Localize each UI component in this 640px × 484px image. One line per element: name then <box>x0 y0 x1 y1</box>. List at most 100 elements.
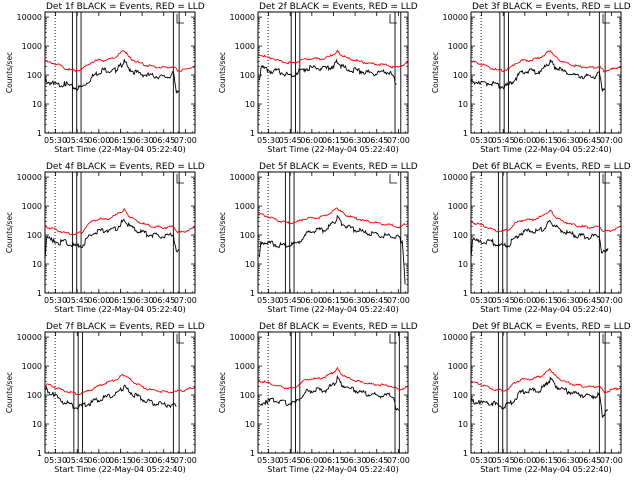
chart-panel: Det 5f BLACK = Events, RED = LLD 1 10 100 10… <box>218 162 418 314</box>
series-events-line <box>471 377 609 419</box>
corner-bracket <box>602 334 610 344</box>
y-tick-label: 100 <box>240 71 255 80</box>
y-tick-label: 100 <box>27 71 42 80</box>
x-axis-label: Start Time (22-May-04 05:22:40) <box>480 465 611 474</box>
x-tick-label: 07:00 <box>174 136 197 145</box>
x-tick-label: 06:45 <box>365 296 388 305</box>
x-tick-label: 06:30 <box>344 456 367 465</box>
x-tick-label: 06:45 <box>578 136 601 145</box>
x-tick-label: 06:45 <box>365 136 388 145</box>
x-tick-label: 06:15 <box>109 296 132 305</box>
x-axis-label: Start Time (22-May-04 05:22:40) <box>267 305 398 314</box>
x-axis-label: Start Time (22-May-04 05:22:40) <box>480 145 611 154</box>
series-events-line <box>45 218 180 260</box>
x-tick-label: 06:15 <box>109 136 132 145</box>
x-tick-label: 05:45 <box>66 296 89 305</box>
chart-panel: Det 8f BLACK = Events, RED = LLD 1 10 100 10… <box>218 322 418 474</box>
chart-panel: Det 9f BLACK = Events, RED = LLD 1 10 100 10… <box>431 322 631 474</box>
x-tick-label: 06:30 <box>557 456 580 465</box>
series-events-line <box>471 219 609 258</box>
y-tick-label: 10000 <box>443 173 468 182</box>
y-tick-label: 1 <box>463 449 468 458</box>
chart-title: Det 1f BLACK = Events, RED = LLD <box>46 2 205 12</box>
plot-area <box>258 332 408 453</box>
plot-area <box>471 172 621 293</box>
x-tick-label: 05:30 <box>257 136 280 145</box>
chart-title: Det 3f BLACK = Events, RED = LLD <box>472 2 631 12</box>
x-tick-label: 06:15 <box>535 296 558 305</box>
x-tick-label: 05:30 <box>470 296 493 305</box>
y-tick-label: 1000 <box>22 362 42 371</box>
x-tick-label: 05:30 <box>44 456 67 465</box>
y-axis-label: Counts/sec <box>431 372 440 413</box>
chart-title: Det 8f BLACK = Events, RED = LLD <box>259 322 418 332</box>
y-tick-label: 10 <box>245 420 255 429</box>
chart-panel: Det 4f BLACK = Events, RED = LLD 1 10 100 10… <box>5 162 205 314</box>
x-tick-label: 06:30 <box>131 296 154 305</box>
y-axis-label: Counts/sec <box>5 372 14 413</box>
x-tick-label: 06:15 <box>535 456 558 465</box>
y-tick-label: 10 <box>32 420 42 429</box>
x-tick-label: 07:00 <box>174 456 197 465</box>
x-tick-label: 06:30 <box>557 296 580 305</box>
x-tick-label: 06:00 <box>300 136 323 145</box>
x-tick-label: 06:30 <box>557 136 580 145</box>
plot-frame <box>257 331 409 454</box>
x-tick-label: 05:45 <box>492 136 515 145</box>
y-axis-label: Counts/sec <box>5 52 14 93</box>
series-lld-line <box>45 373 195 396</box>
x-tick-label: 06:45 <box>578 296 601 305</box>
x-tick-label: 06:00 <box>513 136 536 145</box>
plot-area <box>45 332 195 453</box>
y-axis-label: Counts/sec <box>218 372 227 413</box>
x-tick-label: 07:00 <box>600 456 623 465</box>
x-tick-label: 06:00 <box>87 296 110 305</box>
chart-panel: Det 7f BLACK = Events, RED = LLD 1 10 100 10… <box>5 322 205 474</box>
chart-panel: Det 6f BLACK = Events, RED = LLD 1 10 100 10… <box>431 162 631 314</box>
x-tick-label: 06:15 <box>322 296 345 305</box>
x-tick-label: 05:30 <box>257 456 280 465</box>
y-tick-label: 1000 <box>235 42 255 51</box>
y-tick-label: 10 <box>458 100 468 109</box>
plot-frame <box>44 11 196 134</box>
y-tick-label: 1000 <box>448 362 468 371</box>
plot-frame <box>470 171 622 294</box>
y-tick-label: 100 <box>240 391 255 400</box>
y-tick-label: 1 <box>463 129 468 138</box>
chart-panel: Det 1f BLACK = Events, RED = LLD 1 10 100 10… <box>5 2 205 154</box>
x-tick-label: 06:00 <box>300 456 323 465</box>
x-tick-label: 06:30 <box>131 456 154 465</box>
y-tick-label: 10000 <box>17 13 42 22</box>
plot-area <box>45 172 195 293</box>
series-lld-line <box>258 49 408 69</box>
corner-bracket <box>176 174 184 184</box>
series-lld-line <box>471 49 621 73</box>
x-tick-label: 07:00 <box>174 296 197 305</box>
corner-bracket <box>176 334 184 344</box>
plot-area <box>471 12 621 133</box>
plot-area <box>471 332 621 453</box>
x-tick-label: 06:15 <box>322 456 345 465</box>
chart-panel: Det 3f BLACK = Events, RED = LLD 1 10 100 10… <box>431 2 631 154</box>
x-tick-label: 07:00 <box>387 456 410 465</box>
y-tick-label: 1 <box>250 129 255 138</box>
y-tick-label: 10000 <box>230 173 255 182</box>
series-lld-line <box>471 368 621 394</box>
chart-panel: Det 2f BLACK = Events, RED = LLD 1 10 100 10… <box>218 2 418 154</box>
x-tick-label: 05:30 <box>257 296 280 305</box>
series-lld-line <box>258 366 408 391</box>
corner-bracket <box>602 14 610 24</box>
x-tick-label: 06:30 <box>131 136 154 145</box>
plot-frame <box>257 11 409 134</box>
series-lld-line <box>258 207 408 229</box>
series-lld-line <box>45 49 195 73</box>
x-tick-label: 05:45 <box>492 296 515 305</box>
y-tick-label: 10 <box>245 100 255 109</box>
y-tick-label: 1 <box>250 449 255 458</box>
x-tick-label: 05:45 <box>492 456 515 465</box>
plot-frame <box>257 171 409 294</box>
y-tick-label: 1 <box>463 289 468 298</box>
y-axis-label: Counts/sec <box>218 212 227 253</box>
x-tick-label: 05:45 <box>66 136 89 145</box>
